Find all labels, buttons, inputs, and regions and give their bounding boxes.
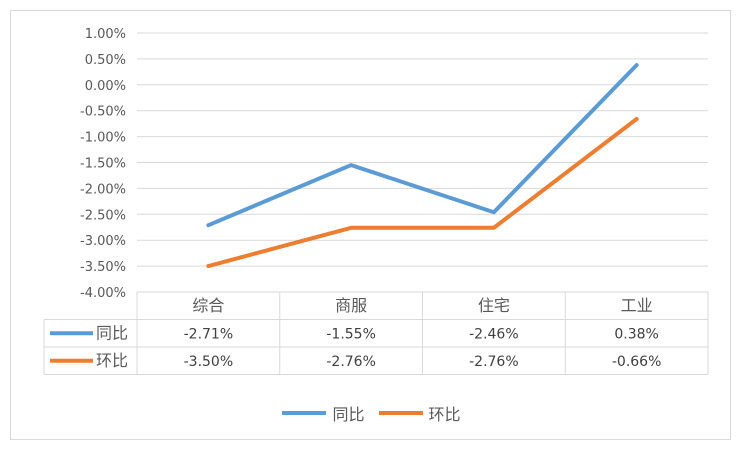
series-line-1 — [206, 116, 639, 269]
table-series-name: 同比 — [96, 324, 128, 343]
chart-frame — [10, 10, 731, 440]
legend-label-series-1: 环比 — [428, 405, 461, 424]
y-tick-label: -4.00% — [80, 286, 126, 301]
table-value: -0.66% — [612, 354, 662, 370]
y-tick-label: -2.00% — [80, 182, 126, 197]
table-series-name: 环比 — [96, 351, 128, 370]
legend-swatch-series-0 — [282, 411, 327, 415]
legend-item-series-1: 环比 — [378, 401, 461, 425]
legend-swatch-series-1 — [378, 411, 423, 415]
legend: 同比 环比 — [0, 401, 743, 425]
table-value: 0.38% — [614, 327, 658, 343]
y-tick-label: -0.50% — [80, 105, 126, 120]
category-label: 综合 — [192, 296, 224, 315]
legend-label-series-0: 同比 — [332, 405, 365, 424]
y-tick-label: -1.50% — [80, 157, 126, 172]
y-tick-label: -3.50% — [80, 260, 126, 275]
table-value: -2.71% — [184, 327, 234, 343]
series-line-0 — [206, 63, 639, 228]
category-label: 住宅 — [478, 296, 510, 315]
table-value: -1.55% — [326, 327, 376, 343]
y-tick-label: 0.50% — [85, 53, 126, 68]
category-label: 商服 — [335, 296, 367, 315]
table-value: -3.50% — [184, 354, 234, 370]
table-value: -2.76% — [326, 354, 376, 370]
category-label: 工业 — [621, 296, 653, 315]
legend-item-series-0: 同比 — [282, 401, 365, 425]
y-tick-label: -1.00% — [80, 131, 126, 146]
y-tick-label: 0.00% — [85, 79, 126, 94]
table-value: -2.76% — [469, 354, 519, 370]
y-tick-label: 1.00% — [85, 27, 126, 42]
y-tick-label: -2.50% — [80, 208, 126, 223]
y-tick-label: -3.00% — [80, 234, 126, 249]
table-value: -2.46% — [469, 327, 519, 343]
